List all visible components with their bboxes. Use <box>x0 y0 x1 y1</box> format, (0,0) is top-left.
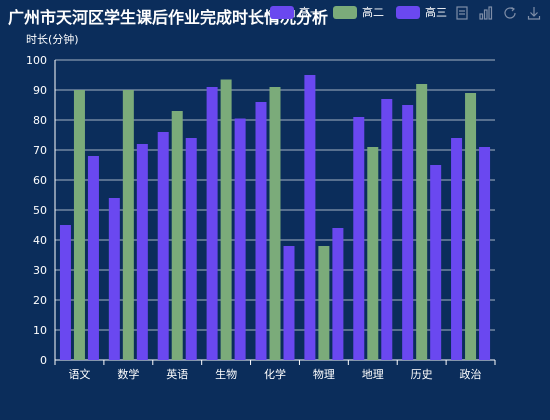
bar-高二 <box>171 111 183 360</box>
bar-高一 <box>157 132 169 360</box>
x-tick-label: 语文 <box>68 367 90 381</box>
y-tick-label: 10 <box>33 324 47 337</box>
x-tick-label: 政治 <box>460 367 482 381</box>
data-view-icon[interactable] <box>454 5 470 21</box>
legend-label: 高二 <box>362 6 384 19</box>
y-tick-label: 70 <box>33 144 47 157</box>
bar-高一 <box>206 87 218 360</box>
bar-高三 <box>381 99 393 360</box>
bar-高二 <box>220 79 232 360</box>
legend: 高一 高二 高三 <box>270 4 459 20</box>
restore-icon[interactable] <box>502 5 518 21</box>
bar-高二 <box>465 93 477 360</box>
bar-高二 <box>269 87 281 360</box>
bar-高一 <box>59 225 71 360</box>
bar-高三 <box>430 165 442 360</box>
toolbox <box>454 5 542 21</box>
x-tick-label: 历史 <box>411 368 433 381</box>
y-tick-label: 40 <box>33 234 47 247</box>
y-tick-label: 50 <box>33 204 47 217</box>
bar-高一 <box>353 117 365 360</box>
bar-高三 <box>185 138 197 360</box>
x-tick-label: 生物 <box>215 367 237 381</box>
legend-swatch <box>270 5 294 19</box>
x-tick-label: 物理 <box>313 367 335 381</box>
legend-item[interactable]: 高一 <box>270 4 321 20</box>
legend-label: 高三 <box>425 6 447 19</box>
x-tick-label: 数学 <box>117 367 139 381</box>
y-tick-label: 60 <box>33 174 47 187</box>
bar-高一 <box>304 75 316 360</box>
y-tick-label: 90 <box>33 84 47 97</box>
bar-高二 <box>73 90 85 360</box>
legend-label: 高一 <box>299 6 321 19</box>
chart-title: 广州市天河区学生课后作业完成时长情况分析 <box>8 8 329 27</box>
legend-item[interactable]: 高二 <box>333 4 384 20</box>
bar-高二 <box>122 90 134 360</box>
bar-高一 <box>402 105 414 360</box>
bar-高三 <box>283 246 295 360</box>
bar-高二 <box>318 246 330 360</box>
x-tick-label: 化学 <box>264 367 286 381</box>
bar-高一 <box>255 102 267 360</box>
bar-高三 <box>479 147 491 360</box>
download-icon[interactable] <box>526 5 542 21</box>
y-tick-label: 30 <box>33 264 47 277</box>
bar-chart-icon[interactable] <box>478 5 494 21</box>
y-axis-label: 时长(分钟) <box>26 32 79 46</box>
y-tick-label: 80 <box>33 114 47 127</box>
bar-高二 <box>416 84 428 360</box>
bar-高一 <box>108 198 120 360</box>
bar-高三 <box>87 156 99 360</box>
bar-高二 <box>367 147 379 360</box>
y-tick-label: 0 <box>40 354 47 367</box>
bar-高一 <box>451 138 463 360</box>
legend-item[interactable]: 高三 <box>396 4 447 20</box>
y-tick-label: 100 <box>26 54 47 67</box>
y-tick-label: 20 <box>33 294 47 307</box>
bar-高三 <box>332 228 344 360</box>
bar-高三 <box>136 144 148 360</box>
x-tick-label: 英语 <box>166 367 188 381</box>
bar-高三 <box>234 118 246 360</box>
x-tick-label: 地理 <box>362 368 384 381</box>
legend-swatch <box>333 5 357 19</box>
legend-swatch <box>396 5 420 19</box>
